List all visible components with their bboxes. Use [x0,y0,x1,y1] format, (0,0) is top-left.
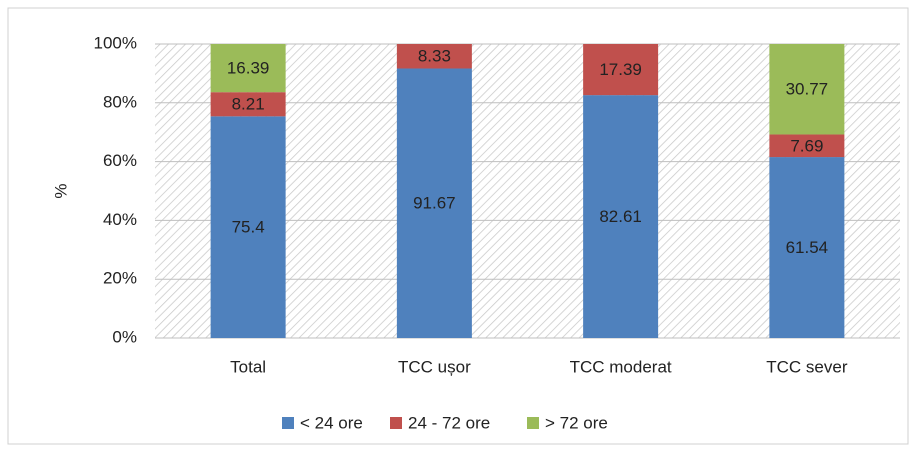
y-tick-label: 0% [112,327,137,346]
bar-segment [769,134,845,158]
bar-segment [583,95,659,338]
legend-swatch [390,417,402,429]
legend-label: 24 - 72 ore [408,413,490,432]
bar-segment [396,44,472,69]
x-tick-label: TCC ușor [398,357,471,376]
y-tick-label: 100% [94,33,137,52]
x-tick-label: Total [230,357,266,376]
legend-label: < 24 ore [300,413,363,432]
data-label: 7.69 [790,136,823,155]
y-tick-label: 40% [103,210,137,229]
legend-swatch [282,417,294,429]
data-label: 30.77 [786,80,829,99]
y-tick-label: 60% [103,151,137,170]
y-axis-label: % [51,183,70,198]
bar-segment [583,44,659,96]
y-tick-label: 20% [103,269,137,288]
data-label: 8.33 [418,47,451,66]
data-label: 91.67 [413,194,456,213]
x-tick-label: TCC sever [766,357,848,376]
bar-segment [210,44,286,93]
data-label: 82.61 [599,207,642,226]
data-label: 17.39 [599,60,642,79]
y-tick-label: 80% [103,92,137,111]
data-label: 8.21 [232,95,265,114]
legend-label: > 72 ore [545,413,608,432]
bar-segment [396,68,472,338]
data-label: 16.39 [227,59,270,78]
bar-segment [769,44,845,135]
bar-segment [769,157,845,338]
data-label: 61.54 [786,238,829,257]
bar-segment [210,92,286,117]
data-label: 75.4 [232,218,265,237]
bar-segment [210,116,286,338]
x-tick-label: TCC moderat [570,357,672,376]
legend-swatch [527,417,539,429]
